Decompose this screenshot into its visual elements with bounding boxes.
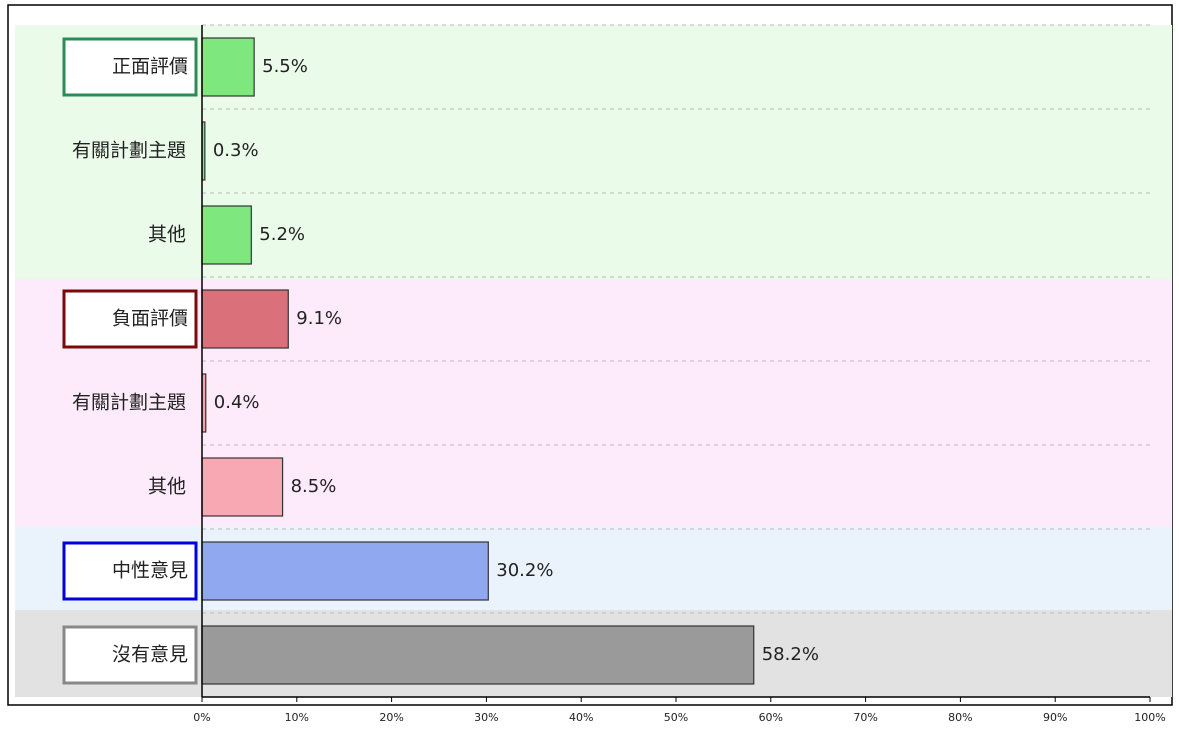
bar [201, 625, 755, 685]
x-tick-label: 90% [1043, 711, 1067, 724]
x-tick-label: 20% [379, 711, 403, 724]
x-tick-label: 70% [853, 711, 877, 724]
x-tick-label: 0% [193, 711, 210, 724]
x-tick-label: 50% [664, 711, 688, 724]
value-label: 8.5% [291, 476, 337, 497]
label-box [62, 541, 198, 601]
x-tick-label: 100% [1134, 711, 1165, 724]
y-tick-label: 中性意見 [112, 560, 188, 582]
value-label: 30.2% [496, 560, 553, 581]
value-label: 58.2% [762, 644, 819, 665]
value-label: 5.5% [262, 56, 308, 77]
y-tick-label: 沒有意見 [112, 644, 188, 666]
x-tick-label: 80% [948, 711, 972, 724]
bar [201, 205, 252, 265]
label-box [62, 37, 198, 97]
bar [201, 457, 284, 517]
y-tick-label: 其他 [148, 224, 186, 246]
y-tick-label: 負面評價 [112, 308, 188, 330]
value-label: 0.3% [213, 140, 259, 161]
bar [201, 37, 255, 97]
y-tick-label: 有關計劃主題 [72, 392, 186, 414]
x-tick-label: 60% [759, 711, 783, 724]
y-tick-label: 正面評價 [112, 56, 188, 78]
value-label: 5.2% [259, 224, 305, 245]
value-label: 0.4% [214, 392, 260, 413]
label-box [62, 289, 198, 349]
bar [201, 289, 289, 349]
y-tick-label: 有關計劃主題 [72, 140, 186, 162]
bar [201, 541, 489, 601]
x-tick-label: 10% [285, 711, 309, 724]
label-box [62, 625, 198, 685]
value-label: 9.1% [296, 308, 342, 329]
x-tick-label: 30% [474, 711, 498, 724]
x-tick-label: 40% [569, 711, 593, 724]
y-tick-label: 其他 [148, 476, 186, 498]
